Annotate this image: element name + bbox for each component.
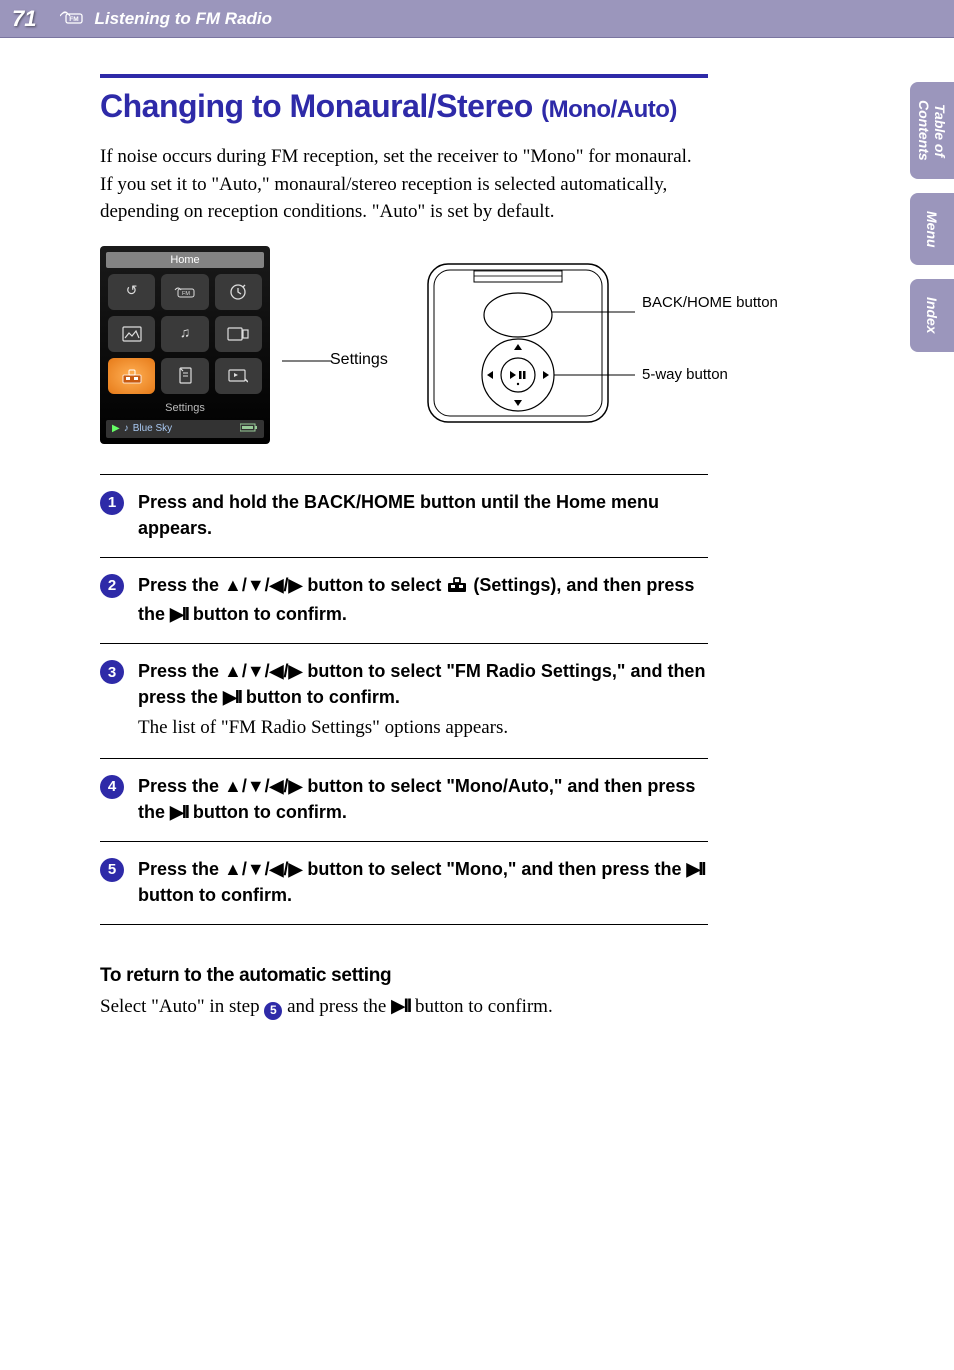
tab-menu[interactable]: Menu	[910, 193, 954, 266]
figure-row: Home ↺ FM ♫	[100, 246, 708, 444]
section-title: Listening to FM Radio	[94, 9, 272, 29]
step-body: Press and hold the BACK/HOME button unti…	[138, 489, 708, 541]
step-instruction: Press the ▲/▼/◀/▶ button to select (Sett…	[138, 572, 708, 627]
fm-radio-icon: FM	[60, 8, 84, 29]
play-pause-icon: ▶II	[391, 996, 410, 1017]
step-badge: 3	[100, 660, 124, 684]
grid-music-icon: ♫	[161, 316, 208, 352]
svg-text:FM: FM	[182, 291, 190, 297]
back-home-callout: BACK/HOME button	[642, 294, 778, 311]
page-content: Changing to Monaural/Stereo (Mono/Auto) …	[0, 38, 808, 1021]
return-text: Select "Auto" in step 5 and press the ▶I…	[100, 993, 708, 1021]
grid-video-icon	[215, 316, 262, 352]
tab-index-label: Index	[924, 297, 940, 334]
step-body: Press the ▲/▼/◀/▶ button to select "Mono…	[138, 856, 708, 908]
grid-clock-icon	[215, 274, 262, 310]
device-diagram: BACK/HOME button 5-way button	[420, 260, 660, 430]
grid-nowplaying-icon	[215, 358, 262, 394]
five-way-callout: 5-way button	[642, 366, 728, 383]
page-header: 71 FM Listening to FM Radio	[0, 0, 954, 38]
play-pause-icon: ▶II	[686, 859, 704, 879]
step-badge: 4	[100, 775, 124, 799]
step-2: 2 Press the ▲/▼/◀/▶ button to select (Set…	[100, 557, 708, 643]
intro-paragraph: If noise occurs during FM reception, set…	[100, 143, 708, 226]
step-1: 1 Press and hold the BACK/HOME button unt…	[100, 474, 708, 557]
step-instruction: Press and hold the BACK/HOME button unti…	[138, 489, 708, 541]
step-badge: 5	[100, 858, 124, 882]
step-3: 3 Press the ▲/▼/◀/▶ button to select "FM …	[100, 643, 708, 758]
page-title: Changing to Monaural/Stereo (Mono/Auto)	[100, 88, 708, 125]
title-rule	[100, 74, 708, 78]
now-playing-bar: ▶ ♪ Blue Sky	[106, 420, 264, 438]
battery-icon	[240, 423, 258, 435]
step-instruction: Press the ▲/▼/◀/▶ button to select "Mono…	[138, 773, 708, 825]
page-number: 71	[12, 6, 36, 32]
step-4: 4 Press the ▲/▼/◀/▶ button to select "Mon…	[100, 758, 708, 841]
settings-callout: Settings	[290, 255, 370, 435]
play-pause-icon: ▶II	[223, 687, 241, 707]
tab-menu-label: Menu	[924, 211, 940, 248]
return-heading: To return to the automatic setting	[100, 965, 708, 987]
step-badge: 1	[100, 491, 124, 515]
tab-toc-label: Table ofContents	[916, 100, 948, 161]
grid-playlist-icon	[161, 358, 208, 394]
tab-index[interactable]: Index	[910, 279, 954, 352]
svg-text:FM: FM	[70, 16, 79, 23]
step-5: 5 Press the ▲/▼/◀/▶ button to select "Mon…	[100, 841, 708, 925]
settings-callout-label: Settings	[330, 351, 388, 369]
grid-photo-icon	[108, 316, 155, 352]
side-navigation: Table ofContents Menu Index	[910, 82, 954, 352]
grid-fm-icon: FM	[161, 274, 208, 310]
tab-table-of-contents[interactable]: Table ofContents	[910, 82, 954, 179]
home-icon-grid: ↺ FM ♫	[106, 272, 264, 396]
device-screen-mock: Home ↺ FM ♫	[100, 246, 270, 444]
screen-home-bar: Home	[106, 252, 264, 268]
step-note: The list of "FM Radio Settings" options …	[138, 714, 708, 742]
step-body: Press the ▲/▼/◀/▶ button to select (Sett…	[138, 572, 708, 627]
step-body: Press the ▲/▼/◀/▶ button to select "FM R…	[138, 658, 708, 742]
step-instruction: Press the ▲/▼/◀/▶ button to select "Mono…	[138, 856, 708, 908]
grid-settings-icon	[108, 358, 155, 394]
step-5-inline-badge: 5	[264, 1002, 282, 1020]
return-section: To return to the automatic setting Selec…	[100, 965, 708, 1021]
step-instruction: Press the ▲/▼/◀/▶ button to select "FM R…	[138, 658, 708, 710]
step-badge: 2	[100, 574, 124, 598]
play-pause-icon: ▶II	[170, 604, 188, 624]
steps-list: 1 Press and hold the BACK/HOME button unt…	[100, 474, 708, 925]
settings-toolbox-icon	[446, 575, 468, 601]
screen-settings-label: Settings	[106, 400, 264, 418]
grid-shuffle-icon: ↺	[108, 274, 155, 310]
play-pause-icon: ▶II	[170, 802, 188, 822]
step-body: Press the ▲/▼/◀/▶ button to select "Mono…	[138, 773, 708, 825]
